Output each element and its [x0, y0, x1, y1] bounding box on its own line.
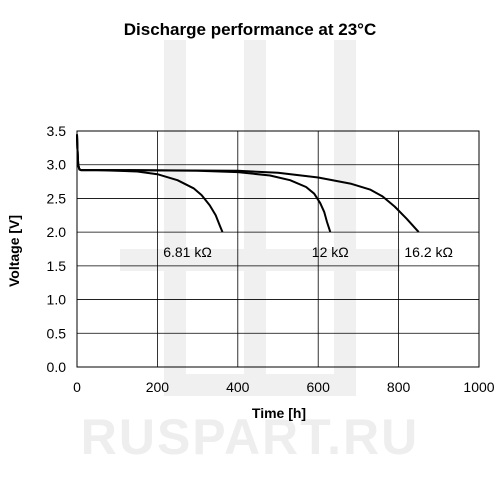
x-axis-title: Time [h] [252, 405, 306, 421]
y-tick-label: 2.5 [47, 190, 67, 206]
x-tick-label: 0 [73, 379, 81, 395]
series-label: 16.2 kΩ [404, 244, 453, 260]
plot-frame [76, 130, 480, 368]
y-tick-label: 0.5 [47, 325, 67, 341]
y-tick-label: 1.0 [47, 292, 67, 308]
series-label: 12 kΩ [312, 244, 349, 260]
series-line [76, 134, 420, 233]
x-tick-label: 200 [146, 379, 170, 395]
watermark: RUSPART.RU [80, 409, 420, 465]
x-tick-label: 400 [226, 379, 250, 395]
x-tick-label: 1000 [463, 379, 494, 395]
y-tick-label: 2.0 [47, 224, 67, 240]
y-tick-label: 3.0 [47, 157, 67, 173]
y-tick-label: 3.5 [47, 123, 67, 139]
watermark-cross-shape [120, 40, 400, 396]
y-axis-title: Voltage [V] [6, 215, 22, 287]
y-tick-label: 1.5 [47, 258, 67, 274]
x-tick-label: 600 [307, 379, 331, 395]
chart-title: Discharge performance at 23°C [123, 20, 377, 39]
y-tick-label: 0.0 [47, 359, 67, 375]
series-line [76, 134, 224, 233]
series-label: 6.81 kΩ [163, 244, 212, 260]
x-tick-label: 800 [387, 379, 411, 395]
series-line [76, 134, 332, 233]
